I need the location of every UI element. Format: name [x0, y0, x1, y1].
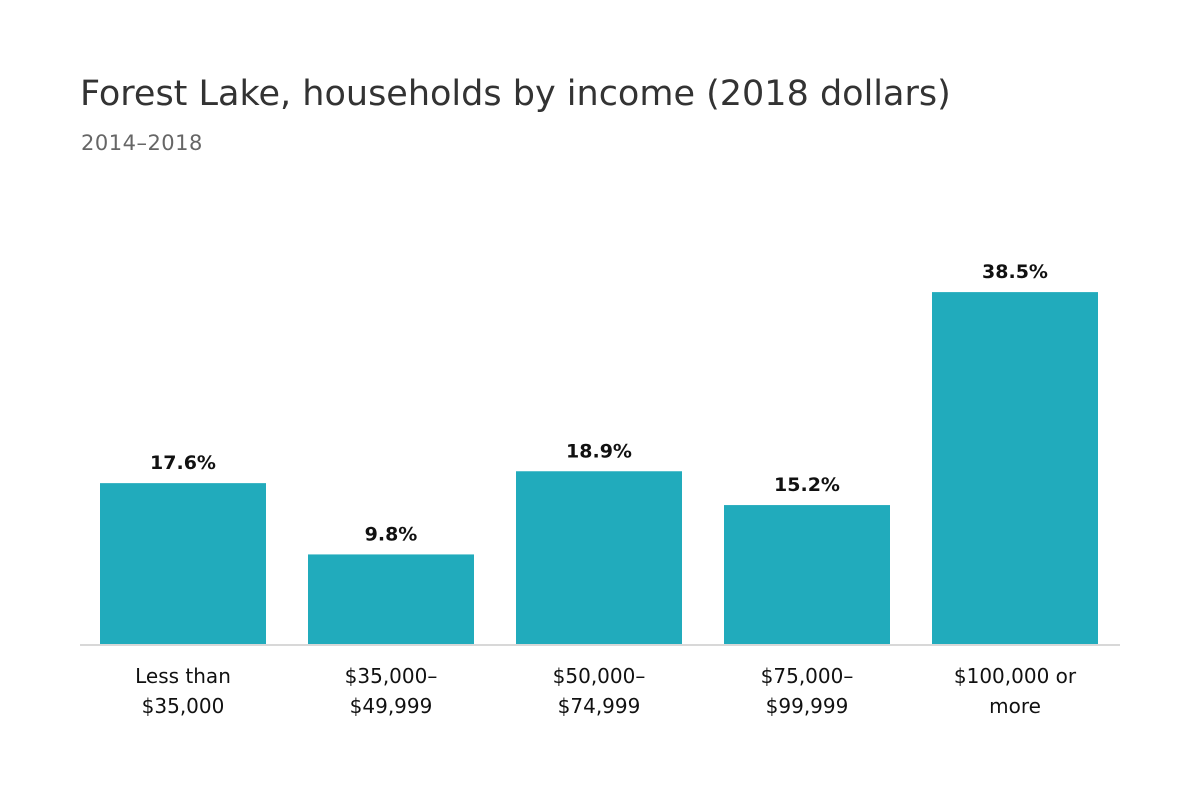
bars-layer [100, 292, 1098, 644]
value-label-3: 18.9% [566, 440, 632, 462]
category-label-4: $75,000– $99,999 [761, 664, 854, 718]
category-label-2: $35,000– $49,999 [345, 664, 438, 718]
labels-layer: 17.6% Less than $35,000 9.8% $35,000– $49,999… [135, 261, 1077, 718]
bar-4 [724, 505, 890, 644]
value-label-5: 38.5% [982, 261, 1048, 283]
value-label-1: 17.6% [150, 452, 216, 474]
category-label-1: Less than $35,000 [135, 664, 231, 718]
category-label-5: $100,000 or more [954, 664, 1077, 718]
bar-2 [308, 554, 474, 644]
value-label-2: 9.8% [365, 523, 418, 545]
category-label-3: $50,000– $74,999 [553, 664, 646, 718]
chart-subtitle: 2014–2018 [81, 131, 203, 155]
value-label-4: 15.2% [774, 474, 840, 496]
bar-5 [932, 292, 1098, 644]
bar-3 [516, 471, 682, 644]
bar-1 [100, 483, 266, 644]
chart-title: Forest Lake, households by income (2018 … [80, 74, 951, 114]
